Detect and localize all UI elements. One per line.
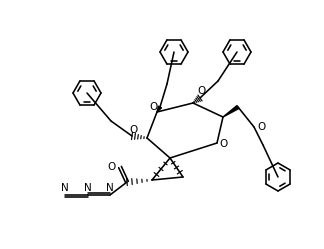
Text: N: N <box>61 183 69 193</box>
Text: O: O <box>197 86 205 96</box>
Text: O: O <box>220 139 228 149</box>
Polygon shape <box>223 106 239 117</box>
Text: N: N <box>106 183 114 193</box>
Text: O: O <box>129 125 137 135</box>
Polygon shape <box>157 106 161 112</box>
Text: O: O <box>257 122 265 132</box>
Text: O: O <box>149 102 157 112</box>
Text: O: O <box>108 162 116 172</box>
Text: N: N <box>84 183 92 193</box>
